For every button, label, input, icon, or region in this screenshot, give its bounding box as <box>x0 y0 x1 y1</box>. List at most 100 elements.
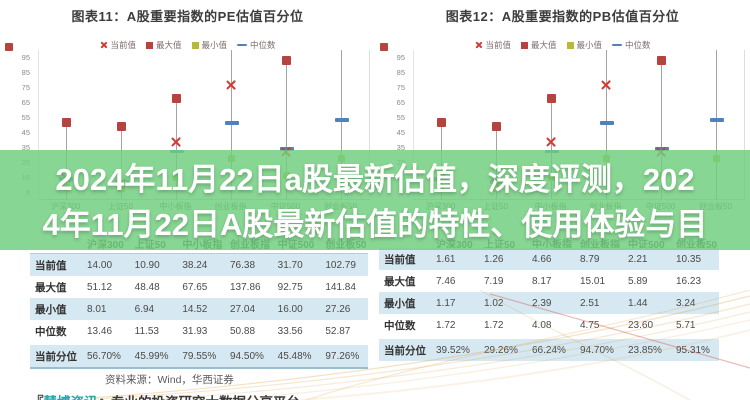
table-row: 当前值 1.61 1.26 4.66 8.79 2.21 10.35 <box>379 248 719 270</box>
table-cell: 2.21 <box>628 253 648 265</box>
table-row: 最小值 1.17 1.02 2.39 2.51 1.44 3.24 <box>379 292 719 314</box>
legend-item: 最小值 <box>566 39 603 51</box>
table-cell: 95.31% <box>676 344 710 356</box>
hi-lo-line <box>176 98 177 199</box>
table-row: 中位数 1.72 1.72 4.08 4.75 23.60 5.71 <box>379 314 719 336</box>
row-label: 最小值 <box>35 303 67 316</box>
legend-item: 中位数 <box>237 39 276 51</box>
table-cell: 1.26 <box>484 253 504 265</box>
watermark-bracket-open: 『 <box>30 395 44 400</box>
data-source-note: 资料来源：Wind，华西证券 <box>105 374 234 386</box>
hi-lo-line <box>716 50 717 199</box>
median-marker <box>334 118 349 122</box>
y-tick-label: 75 <box>21 83 30 93</box>
table-cell: 7.19 <box>484 275 504 287</box>
max-marker <box>117 122 126 132</box>
row-label: 最大值 <box>35 281 67 294</box>
legend-item: 当前值 <box>474 39 511 51</box>
hi-lo-line <box>661 60 662 199</box>
table-cell: 31.93 <box>182 325 208 337</box>
table-cell: 3.24 <box>676 297 696 309</box>
table-row: 当前值 14.00 10.90 38.24 76.38 31.70 102.79 <box>30 254 368 276</box>
median-marker <box>224 121 239 125</box>
table-cell: 14.00 <box>87 259 113 271</box>
y-tick-label: 95 <box>21 53 30 63</box>
row-label: 当前值 <box>35 259 67 272</box>
table-cell: 2.51 <box>580 297 600 309</box>
y-tick-label: 55 <box>396 113 405 123</box>
table-cell: 1.44 <box>628 297 648 309</box>
y-tick-label: 95 <box>396 53 405 63</box>
table-cell: 102.79 <box>325 259 356 271</box>
median-dash-icon <box>612 43 623 47</box>
current-value-marker <box>171 136 183 148</box>
watermark-bracket-close: 』 <box>98 395 112 400</box>
watermark-brand: 慧博资讯 <box>43 395 98 400</box>
max-marker <box>436 118 446 128</box>
table-cell: 50.88 <box>230 325 256 337</box>
current-value-marker <box>546 136 558 148</box>
table-cell: 1.72 <box>484 319 504 331</box>
legend-label: 最小值 <box>576 40 603 50</box>
table-cell: 2.39 <box>532 297 552 309</box>
table-cell: 56.70% <box>87 350 121 362</box>
clipped-max-marker-icon <box>5 43 13 51</box>
min-square-icon <box>566 41 574 49</box>
max-marker <box>547 93 556 103</box>
table-cell: 141.84 <box>325 281 356 293</box>
current-value-x-icon <box>99 41 107 49</box>
max-marker <box>282 56 291 66</box>
table-cell: 31.70 <box>277 259 303 271</box>
y-tick-label: 85 <box>396 68 405 78</box>
table-cell: 15.01 <box>580 275 606 287</box>
table-cell: 1.02 <box>484 297 504 309</box>
table-row: 最大值 51.12 48.48 67.65 137.86 92.75 141.84 <box>30 276 368 298</box>
table-cell: 94.50% <box>230 350 264 362</box>
table-cell: 1.72 <box>436 319 456 331</box>
table-cell: 23.60 <box>628 319 654 331</box>
site-watermark: 『慧博资讯』专业的投资研究大数据分享平台 <box>30 391 300 400</box>
table-cell: 4.66 <box>532 253 552 265</box>
table-cell: 5.71 <box>676 319 696 331</box>
table-cell: 45.99% <box>134 350 169 362</box>
hi-lo-line <box>286 60 287 199</box>
current-value-marker <box>226 79 238 91</box>
table-cell: 16.23 <box>676 275 702 287</box>
table-cell: 33.56 <box>277 325 303 337</box>
max-marker <box>657 56 666 66</box>
median-dash-icon <box>237 43 248 47</box>
pb-data-table: 当前值 1.61 1.26 4.66 8.79 2.21 10.35 最大值 7.46 7.19 8… <box>379 248 719 361</box>
pb-chart-legend: 当前值 最大值 最小值 中位数 <box>375 39 750 51</box>
row-label: 中位数 <box>35 325 67 338</box>
table-row: 当前分位 39.52% 29.26% 66.24% 94.70% 23.85% 95.31% <box>379 339 719 361</box>
legend-item: 最大值 <box>145 39 182 51</box>
legend-label: 最小值 <box>201 40 228 50</box>
table-cell: 51.12 <box>87 281 113 293</box>
pe-chart-title: 图表11：A股重要指数的PE估值百分位 <box>71 9 304 24</box>
y-tick-label: 45 <box>396 127 405 137</box>
pe-data-table: 当前值 14.00 10.90 38.24 76.38 31.70 102.79 最大值 51.… <box>30 253 368 369</box>
current-value-marker <box>601 79 613 91</box>
max-marker <box>61 118 71 128</box>
table-cell: 29.26% <box>484 344 518 356</box>
table-cell: 97.26% <box>325 350 360 362</box>
y-tick-label: 65 <box>396 98 405 108</box>
table-row: 最大值 7.46 7.19 8.17 15.01 5.89 16.23 <box>379 270 719 292</box>
legend-label: 当前值 <box>485 40 511 50</box>
y-tick-label: 55 <box>21 113 30 123</box>
y-tick-label: 35 <box>21 142 30 152</box>
table-cell: 27.04 <box>230 303 256 315</box>
table-cell: 66.24% <box>532 344 566 356</box>
legend-label: 最大值 <box>530 40 557 50</box>
table-cell: 5.89 <box>628 275 648 287</box>
table-row: 中位数 13.46 11.53 31.93 50.88 33.56 52.87 <box>30 320 368 342</box>
legend-label: 最大值 <box>155 40 182 50</box>
median-marker <box>599 121 614 125</box>
row-label: 最大值 <box>384 275 416 288</box>
y-tick-label: 45 <box>21 127 30 137</box>
legend-item: 最小值 <box>191 39 228 51</box>
legend-item: 中位数 <box>612 39 651 51</box>
legend-label: 中位数 <box>250 40 276 50</box>
row-label: 当前分位 <box>384 344 426 357</box>
